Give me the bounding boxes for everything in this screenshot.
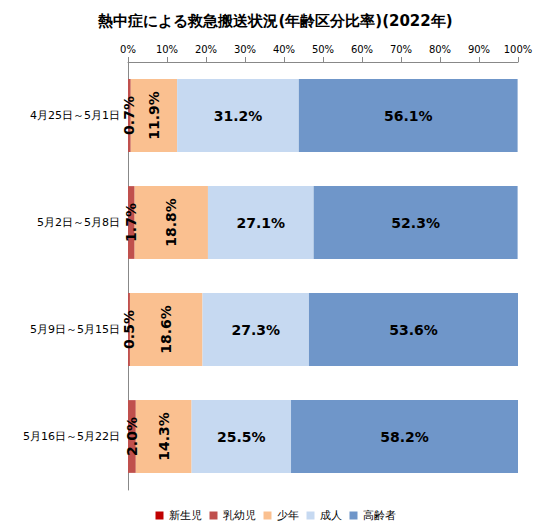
svg-text:58.2%: 58.2% <box>380 429 429 445</box>
svg-text:5月9日～5月15日: 5月9日～5月15日 <box>30 323 120 336</box>
svg-text:50%: 50% <box>312 44 334 55</box>
svg-text:18.6%: 18.6% <box>158 305 174 354</box>
svg-text:30%: 30% <box>234 44 256 55</box>
svg-text:27.3%: 27.3% <box>231 322 280 338</box>
svg-text:成人: 成人 <box>320 509 342 522</box>
svg-text:4月25日～5月1日: 4月25日～5月1日 <box>30 109 120 122</box>
svg-text:熱中症による救急搬送状況(年齢区分比率)(2022年): 熱中症による救急搬送状況(年齢区分比率)(2022年) <box>97 12 452 30</box>
svg-text:0%: 0% <box>120 44 136 55</box>
svg-text:60%: 60% <box>351 44 373 55</box>
svg-text:高齢者: 高齢者 <box>363 509 396 522</box>
svg-text:56.1%: 56.1% <box>384 108 433 124</box>
svg-text:2.0%: 2.0% <box>124 417 140 456</box>
svg-text:5月2日～5月8日: 5月2日～5月8日 <box>37 216 120 229</box>
svg-text:100%: 100% <box>504 44 533 55</box>
svg-text:70%: 70% <box>390 44 412 55</box>
svg-text:1.7%: 1.7% <box>123 203 139 242</box>
svg-text:11.9%: 11.9% <box>146 91 162 140</box>
svg-text:20%: 20% <box>195 44 217 55</box>
svg-text:0.5%: 0.5% <box>121 310 137 349</box>
svg-text:14.3%: 14.3% <box>156 412 172 461</box>
svg-text:53.6%: 53.6% <box>389 322 438 338</box>
svg-text:0.7%: 0.7% <box>121 96 137 135</box>
svg-text:新生児: 新生児 <box>169 509 202 522</box>
svg-text:乳幼児: 乳幼児 <box>223 509 256 522</box>
svg-text:52.3%: 52.3% <box>391 215 440 231</box>
svg-text:10%: 10% <box>156 44 178 55</box>
svg-text:25.5%: 25.5% <box>217 429 266 445</box>
svg-text:31.2%: 31.2% <box>214 108 263 124</box>
svg-text:40%: 40% <box>273 44 295 55</box>
svg-text:27.1%: 27.1% <box>237 215 286 231</box>
svg-text:少年: 少年 <box>277 509 299 522</box>
svg-text:80%: 80% <box>429 44 451 55</box>
svg-text:18.8%: 18.8% <box>163 198 179 247</box>
svg-text:90%: 90% <box>468 44 490 55</box>
svg-text:5月16日～5月22日: 5月16日～5月22日 <box>23 430 120 443</box>
